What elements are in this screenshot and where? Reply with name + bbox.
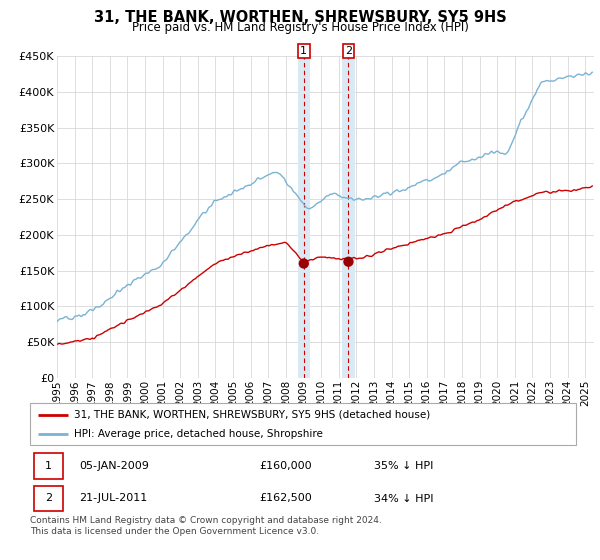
Text: 31, THE BANK, WORTHEN, SHREWSBURY, SY5 9HS (detached house): 31, THE BANK, WORTHEN, SHREWSBURY, SY5 9…: [74, 409, 430, 419]
Bar: [298, 56, 310, 378]
Text: Contains HM Land Registry data © Crown copyright and database right 2024.
This d: Contains HM Land Registry data © Crown c…: [30, 516, 382, 536]
Bar: [342, 56, 355, 378]
Bar: [34, 453, 63, 479]
Text: 2: 2: [45, 493, 52, 503]
Text: 1: 1: [45, 461, 52, 471]
Text: HPI: Average price, detached house, Shropshire: HPI: Average price, detached house, Shro…: [74, 429, 323, 439]
Text: 2: 2: [345, 46, 352, 56]
Text: 05-JAN-2009: 05-JAN-2009: [79, 461, 149, 471]
Text: 1: 1: [300, 46, 307, 56]
Text: 21-JUL-2011: 21-JUL-2011: [79, 493, 148, 503]
Text: £162,500: £162,500: [259, 493, 312, 503]
Text: £160,000: £160,000: [259, 461, 312, 471]
Point: [344, 257, 353, 266]
Text: 35% ↓ HPI: 35% ↓ HPI: [374, 461, 433, 471]
Text: 31, THE BANK, WORTHEN, SHREWSBURY, SY5 9HS: 31, THE BANK, WORTHEN, SHREWSBURY, SY5 9…: [94, 10, 506, 25]
Point: [299, 259, 308, 268]
Text: Price paid vs. HM Land Registry's House Price Index (HPI): Price paid vs. HM Land Registry's House …: [131, 21, 469, 34]
Bar: [34, 486, 63, 511]
Text: 34% ↓ HPI: 34% ↓ HPI: [374, 493, 433, 503]
